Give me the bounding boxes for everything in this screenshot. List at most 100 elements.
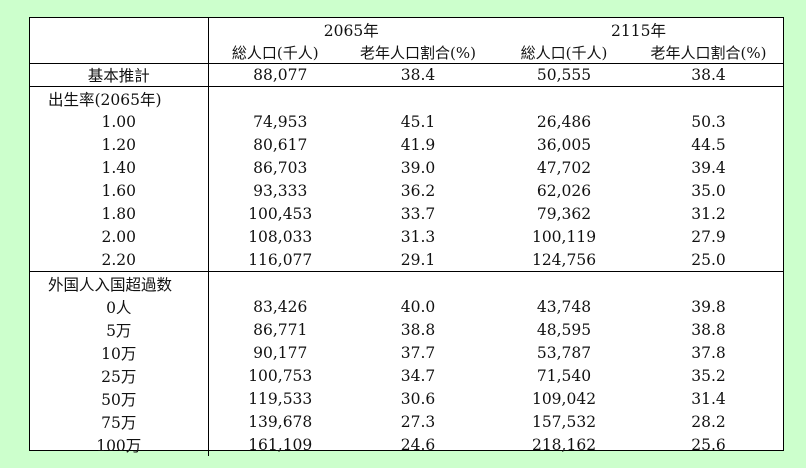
cell-pop-2115: 79,362 bbox=[536, 204, 592, 223]
empty-cell bbox=[494, 87, 634, 111]
col-total-pop-2065: 総人口(千人) bbox=[207, 41, 342, 64]
cell-ratio-2115: 39.4 bbox=[691, 158, 726, 177]
row-label: 10万 bbox=[101, 344, 137, 363]
base-projection-row: 基本推計 88,077 38.4 50,555 38.4 bbox=[30, 63, 784, 87]
cell-pop-2065: 161,109 bbox=[207, 433, 342, 456]
empty-cell bbox=[342, 271, 495, 295]
table-row: 1.40 86,703 39.0 47,702 39.4 bbox=[30, 156, 783, 179]
cell-ratio-2115: 28.2 bbox=[691, 412, 726, 431]
cell-pop-2065: 100,753 bbox=[207, 364, 342, 387]
cell-pop-2115: 62,026 bbox=[536, 181, 592, 200]
cell-pop-2115: 53,787 bbox=[536, 343, 592, 362]
row-label: 1.40 bbox=[101, 158, 136, 177]
cell-ratio-2115: 27.9 bbox=[691, 227, 726, 246]
cell-pop-2065: 108,033 bbox=[207, 225, 342, 248]
cell-ratio-2065: 45.1 bbox=[400, 112, 436, 131]
row-label: 0人 bbox=[106, 298, 132, 317]
empty-cell bbox=[634, 271, 784, 295]
table-row: 2.20 116,077 29.1 124,756 25.0 bbox=[30, 248, 783, 272]
empty-cell bbox=[207, 86, 342, 110]
cell-ratio-2065: 41.9 bbox=[400, 135, 436, 154]
table-row: 25万 100,753 34.7 71,540 35.2 bbox=[30, 364, 783, 387]
cell-pop-2115: 47,702 bbox=[536, 158, 592, 177]
section-title: 出生率(2065年) bbox=[48, 90, 162, 109]
row-label: 基本推計 bbox=[30, 63, 208, 87]
row-label: 25万 bbox=[101, 367, 137, 386]
section-header-row: 外国人入国超過数 bbox=[30, 271, 784, 295]
cell-pop-2065: 80,617 bbox=[207, 133, 342, 156]
table-row: 2.00 108,033 31.3 100,119 27.9 bbox=[30, 225, 783, 248]
table-row: 1.00 74,953 45.1 26,486 50.3 bbox=[30, 110, 783, 133]
header-corner-lower bbox=[30, 41, 208, 64]
cell-ratio-2065: 29.1 bbox=[400, 250, 436, 269]
cell-ratio-2115: 38.4 bbox=[634, 63, 784, 87]
cell-pop-2065: 100,453 bbox=[207, 202, 342, 225]
table-row: 10万 90,177 37.7 53,787 37.8 bbox=[30, 341, 783, 364]
cell-pop-2115: 100,119 bbox=[531, 227, 597, 246]
projection-table-frame: 2065年 2115年 総人口(千人) 老年人口割合(%) 総人口(千人) 老年… bbox=[29, 17, 784, 456]
table-row: 0人 83,426 40.0 43,748 39.8 bbox=[30, 295, 783, 318]
cell-pop-2115: 157,532 bbox=[531, 412, 597, 431]
empty-cell bbox=[494, 271, 635, 295]
cell-pop-2065: 86,771 bbox=[207, 318, 342, 341]
row-label: 2.20 bbox=[101, 250, 136, 269]
year-2115-header: 2115年 bbox=[611, 21, 666, 40]
section-title: 外国人入国超過数 bbox=[30, 271, 208, 295]
header-year-row: 2065年 2115年 bbox=[30, 18, 783, 41]
row-label: 2.00 bbox=[101, 227, 136, 246]
cell-pop-2115: 26,486 bbox=[536, 112, 592, 131]
table-row: 1.20 80,617 41.9 36,005 44.5 bbox=[30, 133, 783, 156]
empty-cell bbox=[342, 87, 494, 111]
row-label: 100万 bbox=[96, 436, 142, 455]
cell-ratio-2115: 31.2 bbox=[691, 204, 726, 223]
table-row: 1.60 93,333 36.2 62,026 35.0 bbox=[30, 179, 783, 202]
cell-pop-2065: 83,426 bbox=[207, 295, 342, 318]
cell-ratio-2065: 30.6 bbox=[400, 389, 436, 408]
cell-pop-2115: 124,756 bbox=[531, 250, 597, 269]
cell-pop-2065: 119,533 bbox=[207, 387, 342, 410]
table-row: 5万 86,771 38.8 48,595 38.8 bbox=[30, 318, 783, 341]
cell-ratio-2115: 35.2 bbox=[691, 366, 726, 385]
cell-ratio-2065: 37.7 bbox=[400, 343, 436, 362]
row-label: 1.00 bbox=[101, 112, 136, 131]
row-label: 1.60 bbox=[101, 181, 136, 200]
col-elderly-ratio-2065: 老年人口割合(%) bbox=[342, 41, 495, 64]
cell-ratio-2115: 44.5 bbox=[691, 135, 726, 154]
row-label: 1.80 bbox=[101, 204, 136, 223]
cell-pop-2065: 116,077 bbox=[207, 248, 342, 272]
cell-pop-2065: 74,953 bbox=[207, 110, 342, 133]
cell-pop-2115: 43,748 bbox=[536, 297, 592, 316]
cell-ratio-2115: 39.8 bbox=[691, 297, 726, 316]
cell-ratio-2065: 33.7 bbox=[400, 204, 436, 223]
table-row: 1.80 100,453 33.7 79,362 31.2 bbox=[30, 202, 783, 225]
cell-ratio-2115: 25.6 bbox=[691, 435, 726, 454]
empty-cell bbox=[207, 271, 342, 295]
section-header-row: 出生率(2065年) bbox=[30, 86, 783, 111]
col-elderly-ratio-2115: 老年人口割合(%) bbox=[634, 41, 784, 64]
cell-pop-2115: 218,162 bbox=[531, 435, 597, 454]
row-label: 75万 bbox=[101, 413, 137, 432]
year-2065-header: 2065年 bbox=[207, 18, 495, 41]
cell-ratio-2115: 38.8 bbox=[691, 320, 726, 339]
cell-pop-2115: 36,005 bbox=[536, 135, 592, 154]
cell-pop-2065: 90,177 bbox=[207, 341, 342, 364]
cell-ratio-2115: 50.3 bbox=[691, 112, 726, 131]
cell-ratio-2065: 34.7 bbox=[400, 366, 436, 385]
cell-pop-2115: 71,540 bbox=[536, 366, 592, 385]
cell-ratio-2065: 40.0 bbox=[400, 297, 436, 316]
cell-pop-2065: 86,703 bbox=[207, 156, 342, 179]
row-label: 1.20 bbox=[101, 135, 136, 154]
table-row: 75万 139,678 27.3 157,532 28.2 bbox=[30, 410, 783, 433]
cell-pop-2065: 93,333 bbox=[207, 179, 342, 202]
cell-ratio-2065: 31.3 bbox=[400, 227, 436, 246]
cell-ratio-2065: 36.2 bbox=[400, 181, 436, 200]
header-column-row: 総人口(千人) 老年人口割合(%) 総人口(千人) 老年人口割合(%) bbox=[30, 41, 784, 64]
table-row: 100万 161,109 24.6 218,162 25.6 bbox=[30, 433, 783, 456]
cell-ratio-2065: 24.6 bbox=[400, 435, 436, 454]
header-corner bbox=[30, 18, 208, 41]
row-label: 50万 bbox=[101, 390, 137, 409]
cell-pop-2065: 139,678 bbox=[207, 410, 342, 433]
cell-ratio-2115: 35.0 bbox=[691, 181, 726, 200]
cell-ratio-2115: 25.0 bbox=[691, 250, 726, 269]
col-total-pop-2115: 総人口(千人) bbox=[494, 41, 635, 64]
